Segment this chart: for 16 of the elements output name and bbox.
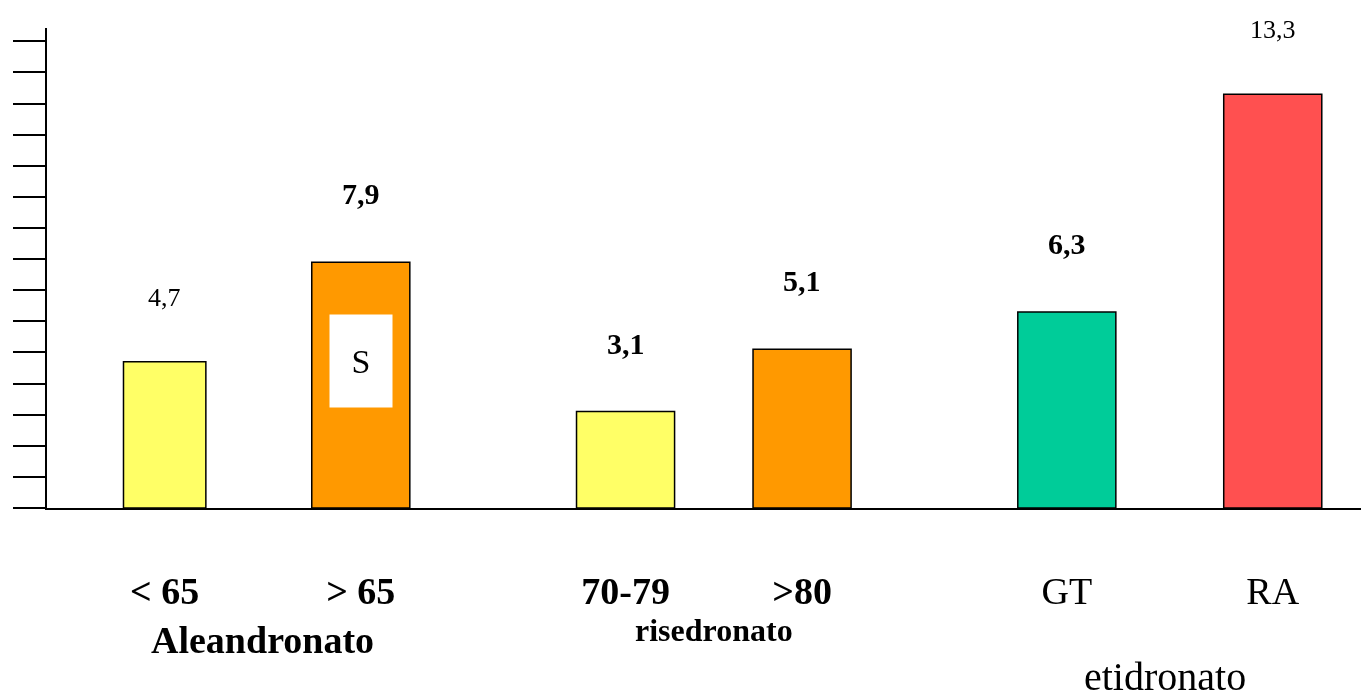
data-label: 7,9 (342, 177, 380, 210)
data-label: 5,1 (783, 264, 821, 297)
text: risedronato (635, 612, 793, 648)
x-tick-label: 70-79 (581, 569, 670, 612)
x-tick-label: < 65 (130, 569, 200, 612)
x-tick-label: >80 (772, 569, 832, 612)
data-label: 6,3 (1048, 227, 1086, 260)
data-label: 13,3 (1250, 15, 1296, 44)
text: Aleandronato (151, 619, 375, 661)
data-label: 3,1 (607, 327, 645, 360)
x-tick-label: GT (1041, 569, 1093, 612)
annotation: S (351, 342, 371, 380)
text: etidronato (1084, 654, 1247, 694)
data-label: 4,7 (148, 283, 181, 312)
x-tick-label: > 65 (326, 569, 396, 612)
x-tick-label: RA (1246, 569, 1300, 612)
